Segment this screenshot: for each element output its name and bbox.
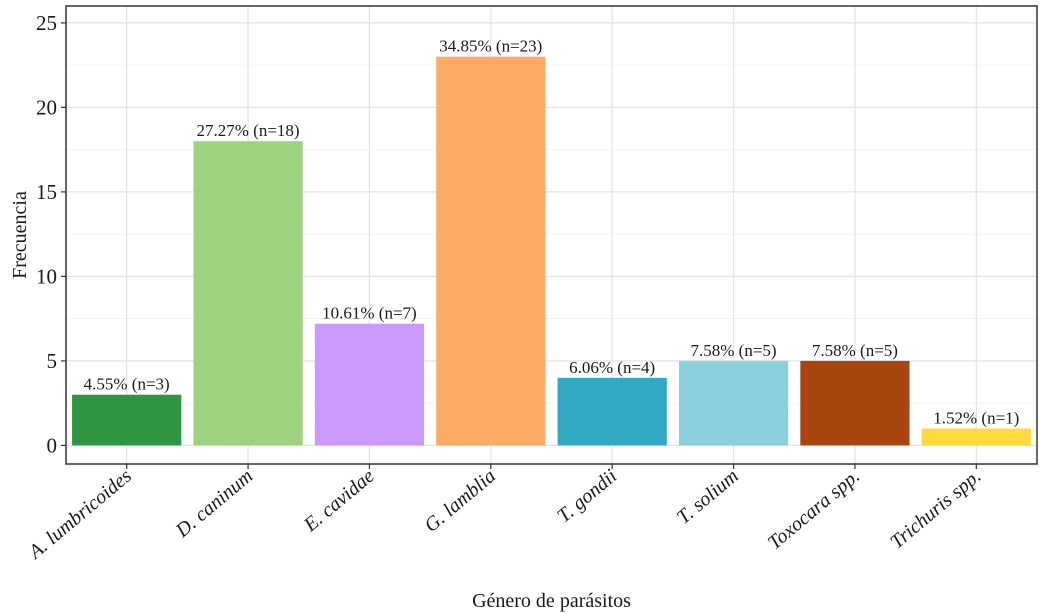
bar-value-label: 4.55% (n=3) — [84, 375, 170, 394]
plot-panel-border — [65, 5, 1038, 465]
x-axis: A. lumbricoides D. caninum E. cavidae G. la… — [23, 464, 986, 565]
bar — [193, 141, 303, 446]
bar-value-label: 6.06% (n=4) — [569, 358, 655, 377]
x-category-label: T. solium — [673, 465, 743, 529]
x-category-label: D. caninum — [171, 465, 257, 542]
x-category-label: T. gondii — [553, 465, 621, 527]
x-category-label: A. lumbricoides — [23, 465, 136, 565]
bar — [72, 394, 182, 446]
x-category-label: G. lamblia — [420, 465, 500, 537]
bar — [557, 377, 667, 446]
y-axis: 0 5 10 15 20 25 — [36, 11, 66, 457]
x-category-label: E. cavidae — [299, 465, 379, 537]
bar-labels: 4.55% (n=3) 27.27% (n=18) 10.61% (n=7) 34.8… — [84, 37, 1020, 428]
y-tick-label: 15 — [36, 180, 57, 204]
bar — [921, 428, 1031, 446]
y-axis-title: Frecuencia — [9, 191, 31, 279]
x-category-label: Toxocara spp. — [764, 465, 864, 554]
y-tick-label: 5 — [47, 349, 58, 373]
bar — [314, 323, 425, 446]
x-category-label: Trichuris spp. — [886, 465, 985, 553]
bars — [72, 56, 1031, 446]
y-tick-label: 25 — [36, 11, 57, 35]
bar-value-label: 7.58% (n=5) — [812, 341, 898, 360]
y-tick-label: 0 — [47, 433, 58, 457]
x-axis-title: Género de parásitos — [472, 590, 631, 612]
bar-value-label: 7.58% (n=5) — [691, 341, 777, 360]
bar-value-label: 27.27% (n=18) — [197, 121, 300, 140]
bar-value-label: 34.85% (n=23) — [439, 37, 542, 56]
bar-value-label: 1.52% (n=1) — [933, 409, 1019, 428]
y-tick-label: 20 — [36, 95, 57, 119]
y-tick-label: 10 — [36, 264, 57, 288]
bar — [678, 360, 789, 446]
bar-value-label: 10.61% (n=7) — [322, 304, 417, 323]
bar — [436, 56, 546, 446]
bar — [800, 360, 910, 446]
